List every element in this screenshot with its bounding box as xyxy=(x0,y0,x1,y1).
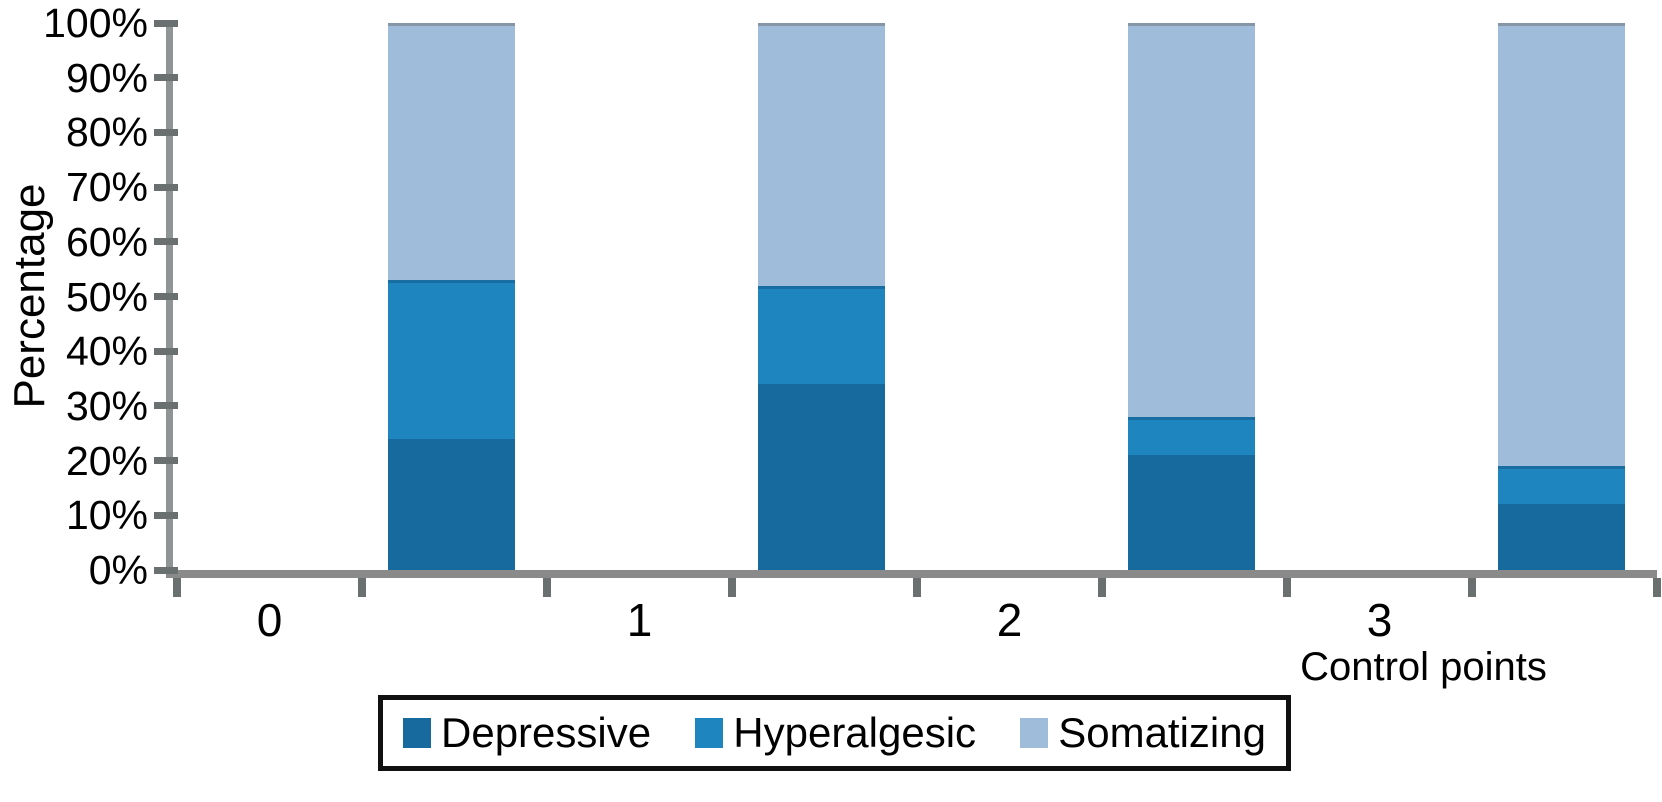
bar-segment-depressive-cp0 xyxy=(388,438,515,570)
y-axis-tick xyxy=(154,74,178,82)
x-axis-tick xyxy=(358,578,366,597)
bar-segment-somatizing-cp0 xyxy=(388,23,515,281)
y-axis-tick xyxy=(154,511,178,519)
y-axis-tick-label: 40% xyxy=(65,328,148,375)
x-axis-tick xyxy=(1468,578,1476,597)
x-axis-tick xyxy=(913,578,921,597)
bar-segment-hyperalgesic-cp1 xyxy=(758,285,885,384)
y-axis-tick-label: 30% xyxy=(65,382,148,429)
x-axis-tick xyxy=(1653,578,1661,597)
bar-segment-hyperalgesic-cp2 xyxy=(1128,416,1255,456)
x-axis-title: Control points xyxy=(1300,645,1547,689)
x-axis-tick xyxy=(173,578,181,597)
y-axis-tick-label: 60% xyxy=(65,218,148,265)
x-axis-category-label: 3 xyxy=(1366,594,1393,646)
y-axis-tick-label: 80% xyxy=(65,109,148,156)
y-axis-tick xyxy=(154,566,178,574)
y-axis-tick-label: 50% xyxy=(65,273,148,320)
bar-segment-somatizing-cp2 xyxy=(1128,23,1255,417)
hyperalgesic-swatch-icon xyxy=(695,718,724,748)
bar-segment-hyperalgesic-cp3 xyxy=(1498,466,1625,505)
x-axis-category-label: 1 xyxy=(626,594,653,646)
bar-segment-depressive-cp2 xyxy=(1128,455,1255,570)
x-axis-tick xyxy=(1098,578,1106,597)
y-axis-tick xyxy=(154,183,178,191)
y-axis-tick xyxy=(154,347,178,355)
legend-label-hyperalgesic: Hyperalgesic xyxy=(733,709,977,756)
y-axis-tick xyxy=(154,402,178,410)
x-axis-line xyxy=(166,570,1657,578)
y-axis-tick-label: 70% xyxy=(65,164,148,211)
y-axis-tick xyxy=(154,128,178,136)
legend-item-somatizing: Somatizing xyxy=(1020,710,1266,756)
y-axis-tick-label: 0% xyxy=(88,547,148,593)
x-axis-category-label: 2 xyxy=(996,594,1023,646)
legend-item-depressive: Depressive xyxy=(403,710,651,756)
bar-segment-somatizing-cp3 xyxy=(1498,23,1625,467)
bar-segment-somatizing-cp1 xyxy=(758,23,885,286)
legend: Depressive Hyperalgesic Somatizing xyxy=(378,695,1291,771)
x-axis-tick xyxy=(1283,578,1291,597)
x-axis-tick xyxy=(543,578,551,597)
bar-segment-hyperalgesic-cp0 xyxy=(388,280,515,439)
y-axis-tick xyxy=(154,293,178,300)
y-axis-tick-label: 100% xyxy=(43,0,148,46)
y-axis-tick xyxy=(154,238,178,246)
depressive-swatch-icon xyxy=(403,718,431,748)
y-axis-tick xyxy=(154,19,178,27)
legend-item-hyperalgesic: Hyperalgesic xyxy=(695,710,976,756)
y-axis-tick-label: 10% xyxy=(65,492,148,539)
x-axis-category-label: 0 xyxy=(256,594,283,646)
somatizing-swatch-icon xyxy=(1020,718,1049,748)
y-axis-tick xyxy=(154,457,178,465)
x-axis-tick xyxy=(728,578,736,597)
bar-segment-depressive-cp3 xyxy=(1498,504,1625,570)
y-axis-tick-label: 20% xyxy=(65,437,148,484)
bar-segment-depressive-cp1 xyxy=(758,384,885,570)
legend-label-depressive: Depressive xyxy=(441,709,652,756)
legend-label-somatizing: Somatizing xyxy=(1058,709,1266,756)
y-axis-tick-label: 90% xyxy=(65,54,148,101)
